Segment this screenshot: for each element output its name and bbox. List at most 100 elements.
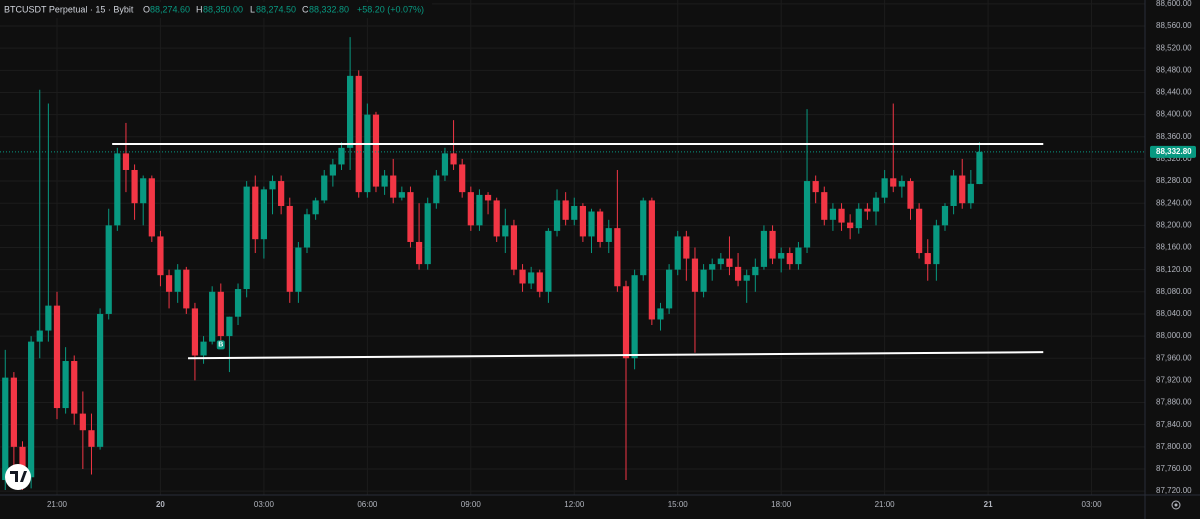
candle-body [502,225,509,237]
x-tick-label: 06:00 [357,500,378,509]
ohlc-value: 88,350.00 [203,4,243,14]
candle-body [976,151,983,185]
candle-body [364,114,371,193]
ohlc-key: O [143,4,150,14]
ohlc-key: H [196,4,203,14]
y-tick-label: 88,080.00 [1156,287,1192,296]
candle-body [579,205,586,237]
y-tick-label: 88,280.00 [1156,176,1192,185]
candle-body [269,181,276,190]
candle-body [260,189,268,240]
candle-body [424,203,431,265]
y-tick-label: 87,800.00 [1156,442,1192,451]
candle-body [622,286,630,359]
candle-body [898,181,905,187]
candle-body [726,258,733,267]
candle-body [329,164,336,176]
candle-body [683,236,690,259]
candle-body [191,308,199,356]
candle-body [88,430,95,447]
candle-body [312,200,319,215]
candle-body [347,75,354,148]
x-tick-label: 12:00 [564,500,585,509]
candle-body [79,413,86,431]
x-tick-label: 15:00 [668,500,689,509]
symbol: BTCUSDT Perpetual · 15 · Bybit [4,4,134,14]
x-tick-label: 21:00 [47,500,68,509]
ohlc-value: 88,274.60 [150,4,190,14]
candle-body [140,178,147,204]
header-bg [0,2,432,18]
candle-body [286,205,293,292]
candle-body [812,181,819,193]
candle-body [545,230,552,292]
ohlc-value: 88,332.80 [309,4,349,14]
candle-body [209,291,216,342]
candle-body [372,114,380,187]
candle-body [252,186,259,240]
candle-body [838,208,845,223]
candle-body [778,253,785,259]
candle-body [916,208,923,254]
candle-body [217,291,224,337]
settings-icon[interactable] [1171,500,1181,510]
candle-body [157,236,164,276]
candle-body [933,225,940,265]
candle-body [614,228,621,287]
candle-body [355,75,362,193]
y-tick-label: 88,320.00 [1156,154,1192,163]
candle-body [71,361,78,414]
candle-body [450,153,457,165]
y-tick-label: 88,120.00 [1156,265,1192,274]
candle-body [433,175,440,204]
x-tick-label: 21 [984,500,993,509]
tv-logo [5,464,31,490]
header: BTCUSDT Perpetual · 15 · Bybit O 88,274.… [0,2,432,18]
candle-body [467,192,474,226]
y-tick-label: 87,720.00 [1156,486,1192,495]
ohlc-key: L [250,4,255,14]
candle-body [295,247,302,292]
y-tick-label: 88,400.00 [1156,110,1192,119]
y-tick-label: 88,160.00 [1156,243,1192,252]
candle-body [493,200,500,237]
y-tick-label: 87,920.00 [1156,375,1192,384]
candle-body [28,341,35,478]
gear[interactable] [1171,500,1181,510]
candle-body [648,200,655,320]
candle-body [734,266,742,281]
y-tick-label: 88,600.00 [1156,0,1192,8]
x-tick-label: 09:00 [461,500,482,509]
candle-body [941,205,949,226]
candle-body [829,208,837,220]
buy-marker-label: B [218,342,223,349]
candle-body [907,181,914,209]
candle-body [484,194,492,201]
y-tick-label: 88,560.00 [1156,21,1192,30]
y-tick-label: 87,960.00 [1156,353,1192,362]
candle-body [743,275,750,281]
y-tick-label: 88,520.00 [1156,43,1192,52]
candle-body [640,200,647,276]
x-tick-label: 21:00 [875,500,896,509]
candle-body [717,258,724,265]
candle-body [321,175,328,201]
candle-body [864,208,871,212]
candle-body [571,205,578,220]
y-tick-label: 87,760.00 [1156,464,1192,473]
candle-body [174,269,181,292]
candle-body [407,192,414,242]
x-tick-label: 18:00 [771,500,792,509]
candle-body [709,264,716,270]
candle-body [303,214,311,248]
candle-body [631,275,638,359]
candle-body [691,258,699,292]
buy-marker [216,340,225,350]
candle-body [390,175,397,198]
candle-body [381,175,388,187]
candle-body [769,230,776,259]
x-tick-label: 20 [156,500,165,509]
candle-body [62,361,69,409]
